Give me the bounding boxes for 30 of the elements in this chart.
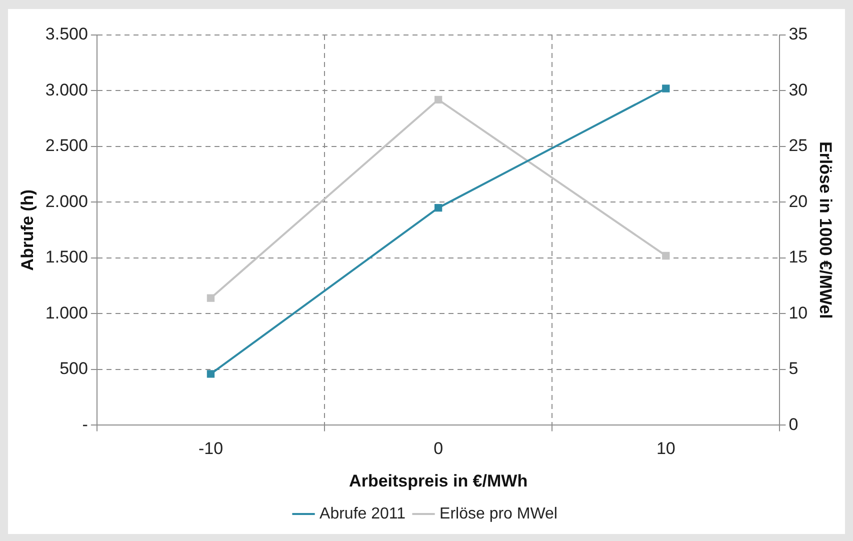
point — [662, 84, 670, 92]
y-tick-label: 2.000 — [45, 192, 88, 211]
y-axis-title: Abrufe (h) — [18, 189, 37, 271]
y-tick-label: 2.500 — [45, 136, 88, 156]
y2-tick-label: 10 — [788, 303, 808, 322]
y2-tick-label: 30 — [788, 80, 808, 100]
y2-tick-label: 15 — [788, 248, 808, 267]
y-tick-label: - — [82, 414, 88, 434]
point — [206, 294, 215, 302]
y-tick-label: 1.000 — [45, 303, 88, 322]
y-tick-label: 1.500 — [45, 248, 88, 267]
point — [662, 252, 670, 260]
x-axis-title: Arbeitspreis in €/MWh — [349, 471, 528, 490]
point — [434, 204, 442, 212]
y-tick-label: 3.000 — [45, 80, 88, 100]
x-tick-label: 0 — [434, 439, 444, 458]
legend-label: Abrufe 2011 — [320, 505, 406, 522]
x-tick-label: -10 — [198, 439, 224, 458]
y-tick-label: 3.500 — [45, 24, 88, 44]
point — [434, 96, 442, 104]
y2-tick-label: 0 — [788, 414, 798, 434]
y2-axis-title: Erlöse in 1000 €/MWel — [816, 141, 836, 319]
y-tick-label: 500 — [60, 359, 88, 378]
y2-tick-label: 5 — [788, 359, 798, 378]
legend-label: Erlöse pro MWel — [440, 505, 558, 522]
y2-tick-label: 20 — [788, 192, 808, 211]
y2-tick-label: 35 — [788, 24, 808, 44]
point — [206, 370, 215, 378]
y2-tick-label: 25 — [788, 136, 808, 156]
x-tick-label: 10 — [656, 439, 676, 458]
